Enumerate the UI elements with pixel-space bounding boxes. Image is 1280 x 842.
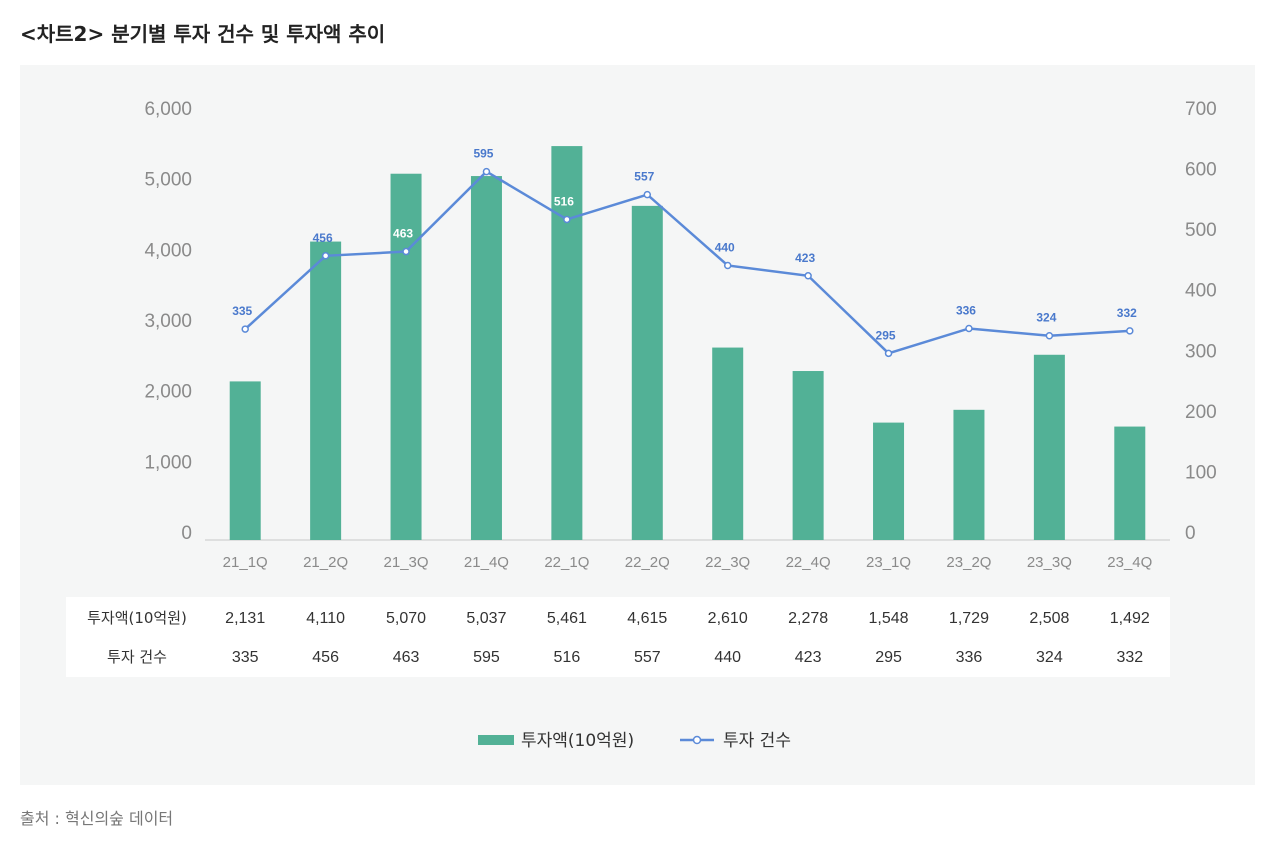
line-data-label: 324 (1036, 311, 1056, 325)
line-point-22_3Q (723, 261, 732, 270)
table-cell: 595 (473, 649, 500, 666)
legend-bar-swatch (478, 735, 514, 745)
line-point-23_4Q (1126, 327, 1134, 335)
table-cell: 1,492 (1110, 610, 1150, 627)
x-tick-label: 21_4Q (464, 554, 509, 571)
table-cell: 557 (634, 649, 661, 666)
x-tick-label: 22_3Q (705, 554, 750, 571)
table-cell: 440 (714, 649, 741, 666)
bar-21_4Q (470, 176, 502, 540)
x-tick-label: 22_4Q (786, 554, 831, 571)
chart-svg: 0 1,000 2,000 3,000 4,000 5,000 6,000 0 100 200 30… (66, 99, 1217, 751)
line-data-label: 595 (473, 147, 493, 161)
x-tick-label: 21_2Q (303, 554, 348, 571)
table-cell: 5,070 (386, 610, 426, 627)
source-note: 출처 : 혁신의숲 데이터 (20, 809, 174, 828)
y-right-tick-label: 600 (1185, 160, 1217, 181)
table-cell: 2,610 (708, 610, 748, 627)
table-cell: 456 (312, 649, 339, 666)
bar-23_2Q (953, 409, 985, 540)
chart-title: <차트2> 분기별 투자 건수 및 투자액 추이 (20, 22, 386, 46)
table-row-header: 투자 건수 (107, 648, 167, 666)
y-right-tick-label: 100 (1185, 462, 1217, 483)
line-data-label: 335 (232, 304, 252, 318)
table-cell: 4,615 (627, 610, 667, 627)
y-right-tick-label: 300 (1185, 341, 1217, 362)
bar-22_2Q (631, 205, 663, 540)
legend-bar-label: 투자액(10억원) (521, 731, 634, 751)
bar-22_3Q (712, 347, 744, 540)
y-left-tick-label: 5,000 (144, 170, 192, 191)
data-table-bg (66, 597, 1170, 677)
y-right-tick-label: 500 (1185, 220, 1217, 241)
line-series-count (244, 170, 1130, 355)
bar-23_3Q (1033, 354, 1065, 540)
bar-23_1Q (873, 422, 905, 540)
y-left-tick-label: 1,000 (144, 452, 192, 473)
table-row-header: 투자액(10억원) (87, 609, 187, 627)
table-cell: 5,037 (466, 610, 506, 627)
bar-22_4Q (792, 371, 824, 540)
line-point-21_2Q (321, 252, 330, 260)
line-point-22_4Q (804, 272, 812, 280)
table-cell: 332 (1116, 649, 1143, 666)
legend-line-label: 투자 건수 (723, 731, 791, 751)
line-point-22_1Q (563, 215, 571, 224)
table-cell: 2,508 (1029, 610, 1069, 627)
line-point-23_3Q (1045, 331, 1054, 340)
line-data-label: 463 (393, 227, 413, 241)
table-cell: 423 (795, 649, 822, 666)
y-left-tick-label: 6,000 (144, 99, 192, 120)
bar-21_2Q (310, 241, 342, 540)
line-point-23_1Q (884, 349, 893, 358)
bar-23_4Q (1114, 426, 1146, 540)
line-point-21_4Q (482, 167, 491, 176)
table-cell: 295 (875, 649, 902, 666)
line-data-label: 332 (1117, 306, 1137, 320)
x-tick-label: 21_3Q (384, 554, 429, 571)
line-point-21_1Q (241, 325, 249, 333)
y-right-tick-label: 400 (1185, 281, 1217, 302)
line-data-label: 423 (795, 251, 815, 265)
x-tick-label: 23_2Q (946, 554, 991, 571)
bar-22_1Q (551, 146, 583, 540)
x-tick-label: 23_3Q (1027, 554, 1072, 571)
table-cell: 1,548 (869, 610, 909, 627)
line-data-label: 557 (634, 170, 654, 184)
bar-21_1Q (229, 381, 261, 540)
line-data-label: 440 (715, 240, 735, 254)
table-cell: 516 (554, 649, 581, 666)
y-right-tick-label: 200 (1185, 402, 1217, 423)
table-cell: 2,131 (225, 610, 265, 627)
table-cell: 463 (393, 649, 420, 666)
table-cell: 1,729 (949, 610, 989, 627)
table-cell: 335 (232, 649, 259, 666)
x-tick-label: 23_4Q (1107, 554, 1152, 571)
y-left-tick-label: 0 (181, 523, 192, 544)
line-data-label: 295 (876, 328, 896, 342)
y-left-tick-label: 3,000 (144, 311, 192, 332)
line-point-23_2Q (965, 324, 973, 333)
table-cell: 324 (1036, 649, 1063, 666)
x-tick-label: 22_1Q (544, 554, 589, 571)
line-data-label: 516 (554, 194, 574, 208)
y-right-tick-label: 700 (1185, 99, 1217, 120)
chart-panel: 0 1,000 2,000 3,000 4,000 5,000 6,000 0 100 200 30… (20, 65, 1255, 785)
y-right-tick-label: 0 (1185, 523, 1196, 544)
legend-line-marker (692, 735, 702, 745)
line-data-label: 336 (956, 303, 976, 317)
table-cell: 2,278 (788, 610, 828, 627)
line-point-22_2Q (643, 190, 652, 199)
x-tick-label: 23_1Q (866, 554, 911, 571)
x-tick-label: 22_2Q (625, 554, 670, 571)
table-cell: 336 (956, 649, 983, 666)
y-left-tick-label: 4,000 (144, 240, 192, 261)
table-cell: 5,461 (547, 610, 587, 627)
bar-21_3Q (390, 173, 422, 540)
table-cell: 4,110 (306, 610, 345, 627)
x-tick-label: 21_1Q (223, 554, 268, 571)
y-left-tick-label: 2,000 (144, 382, 192, 403)
line-point-21_3Q (402, 247, 410, 256)
line-data-label: 456 (313, 231, 333, 245)
